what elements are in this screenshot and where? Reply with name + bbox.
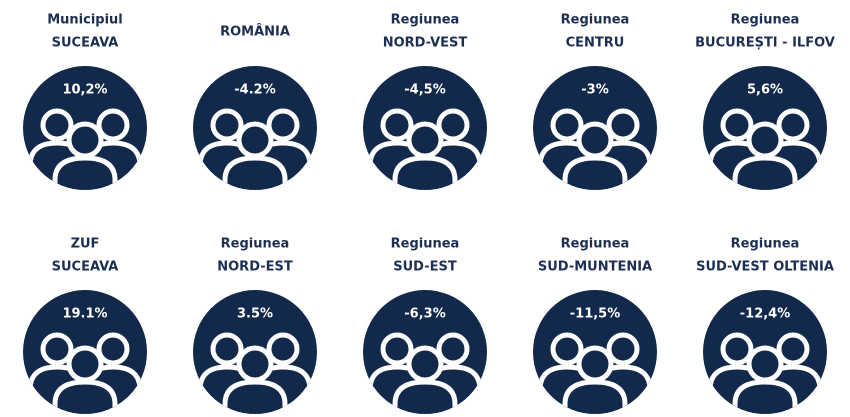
- people-icon: [367, 108, 483, 190]
- people-icon: [197, 332, 313, 414]
- person-body: [732, 155, 798, 190]
- person-head: [96, 108, 130, 142]
- person-head: [66, 345, 104, 383]
- profile-card: ROMÂNIA -4.2%: [193, 24, 317, 190]
- value-label: 5,6%: [747, 83, 783, 98]
- region-label: Regiunea: [391, 237, 460, 252]
- people-icon: [537, 108, 653, 190]
- people-icon: [27, 332, 143, 414]
- people-icon: [197, 108, 313, 190]
- person-head: [266, 332, 300, 366]
- profile-card: Regiunea SUD-EST -6,3%: [363, 237, 487, 414]
- value-label: -12,4%: [740, 307, 791, 322]
- person-body: [562, 155, 628, 190]
- value-label: -6,3%: [404, 307, 445, 322]
- profile-card: Regiunea NORD-VEST -4,5%: [363, 13, 487, 190]
- person-head: [550, 108, 584, 142]
- profile-card: Regiunea SUD-VEST OLTENIA -12,4%: [696, 237, 834, 414]
- value-label: -4,5%: [404, 83, 445, 98]
- person-head: [96, 332, 130, 366]
- profile-card: Regiunea CENTRU -3%: [533, 13, 657, 190]
- value-label: 10,2%: [62, 83, 107, 98]
- value-label: 3.5%: [237, 307, 273, 322]
- region-label: Regiunea: [561, 13, 630, 28]
- region-label: BUCUREȘTI - ILFOV: [695, 36, 835, 51]
- person-head: [746, 345, 784, 383]
- profile-card: Regiunea BUCUREȘTI - ILFOV 5,6%: [695, 13, 835, 190]
- person-head: [406, 121, 444, 159]
- person-body: [392, 379, 458, 414]
- region-label: NORD-VEST: [383, 36, 468, 51]
- person-body: [562, 379, 628, 414]
- value-label: -4.2%: [234, 83, 275, 98]
- people-icon: [707, 332, 823, 414]
- region-label: ZUF: [71, 237, 100, 252]
- profile-card: Regiunea NORD-EST 3.5%: [193, 237, 317, 414]
- value-label: 19.1%: [62, 307, 107, 322]
- region-label: CENTRU: [566, 36, 625, 51]
- person-body: [392, 155, 458, 190]
- region-label: ROMÂNIA: [220, 24, 290, 40]
- person-head: [40, 332, 74, 366]
- people-icon: [367, 332, 483, 414]
- person-head: [576, 345, 614, 383]
- region-label: NORD-EST: [217, 260, 293, 275]
- value-label: -11,5%: [570, 307, 621, 322]
- person-head: [380, 332, 414, 366]
- region-label: SUD-VEST OLTENIA: [696, 260, 834, 275]
- person-head: [436, 332, 470, 366]
- person-head: [776, 332, 810, 366]
- region-label: SUCEAVA: [52, 36, 119, 51]
- person-head: [606, 332, 640, 366]
- person-head: [210, 108, 244, 142]
- person-body: [222, 155, 288, 190]
- profile-card: Regiunea SUD-MUNTENIA -11,5%: [533, 237, 657, 414]
- profile-card: Municipiul SUCEAVA 10,2%: [23, 13, 147, 190]
- person-head: [236, 121, 274, 159]
- region-label: SUCEAVA: [52, 260, 119, 275]
- person-head: [236, 345, 274, 383]
- people-icon: [537, 332, 653, 414]
- person-head: [406, 345, 444, 383]
- person-head: [606, 108, 640, 142]
- person-head: [436, 108, 470, 142]
- person-head: [576, 121, 614, 159]
- region-label: SUD-EST: [393, 260, 457, 275]
- people-icon: [707, 108, 823, 190]
- region-label: Regiunea: [221, 237, 290, 252]
- person-head: [720, 332, 754, 366]
- people-icon: [27, 108, 143, 190]
- person-head: [210, 332, 244, 366]
- person-head: [380, 108, 414, 142]
- person-body: [222, 379, 288, 414]
- person-body: [732, 379, 798, 414]
- region-label: Regiunea: [731, 237, 800, 252]
- region-label: Regiunea: [391, 13, 460, 28]
- region-label: Regiunea: [561, 237, 630, 252]
- value-label: -3%: [581, 83, 608, 98]
- person-body: [52, 155, 118, 190]
- person-head: [550, 332, 584, 366]
- person-head: [720, 108, 754, 142]
- person-head: [40, 108, 74, 142]
- person-head: [776, 108, 810, 142]
- region-label: SUD-MUNTENIA: [538, 260, 652, 275]
- profile-card: ZUF SUCEAVA 19.1%: [23, 237, 147, 414]
- region-label: Regiunea: [731, 13, 800, 28]
- person-body: [52, 379, 118, 414]
- person-head: [66, 121, 104, 159]
- region-label: Municipiul: [47, 13, 123, 28]
- person-head: [266, 108, 300, 142]
- person-head: [746, 121, 784, 159]
